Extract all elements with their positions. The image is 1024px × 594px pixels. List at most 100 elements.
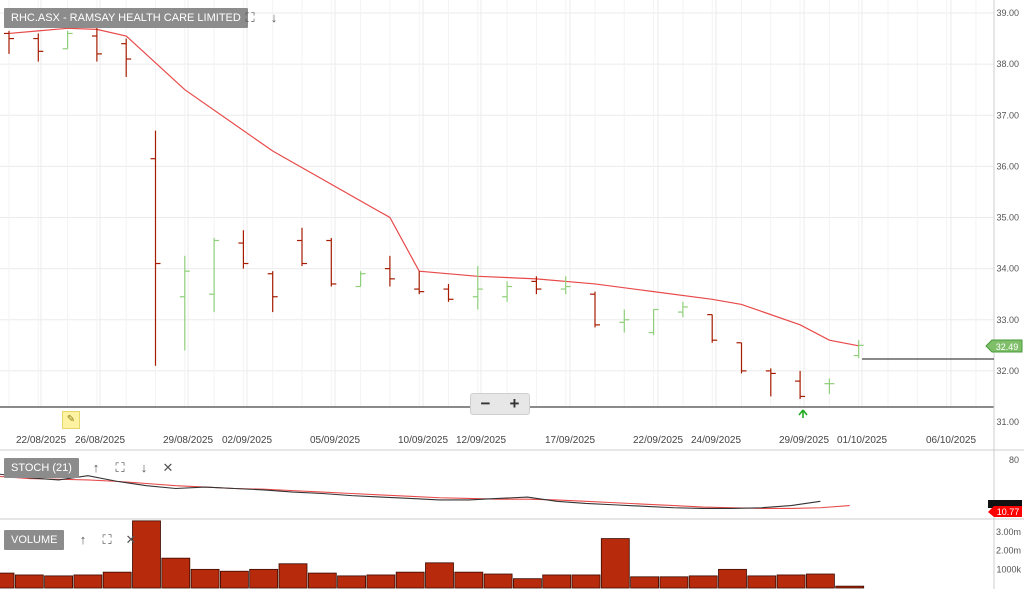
buy-signal-arrow (798, 409, 808, 418)
ohlc-bar (33, 33, 44, 62)
expand-icon[interactable]: ⛶ (115, 460, 125, 475)
ohlc-bar (267, 271, 278, 313)
ohlc-bar (150, 130, 161, 366)
stoch-d-line (0, 475, 850, 510)
expand-icon[interactable]: ⛶ (102, 532, 112, 547)
volume-bar (835, 585, 865, 589)
volume-bar (513, 578, 542, 589)
x-tick-label: 22/09/2025 (633, 435, 683, 446)
ohlc-bar (326, 237, 337, 287)
volume-bar (278, 563, 308, 589)
ohlc-bar (765, 368, 776, 397)
close-icon[interactable]: ✕ (162, 460, 174, 475)
x-tick-label: 26/08/2025 (75, 435, 125, 446)
volume-bar (366, 574, 396, 589)
x-tick-label: 22/08/2025 (16, 435, 66, 446)
expand-icon[interactable]: ⛶ (245, 10, 255, 25)
stoch-value-label: 10.77 (988, 500, 1022, 517)
arrow-down-icon[interactable]: ↓ (270, 10, 278, 25)
ohlc-bar (736, 342, 747, 374)
stoch-layer: 80 (0, 455, 1019, 510)
volume-bar (307, 572, 337, 589)
volume-bar (219, 570, 249, 589)
volume-bar (454, 571, 484, 589)
moving-average-layer (8, 27, 859, 347)
volume-bar (542, 574, 572, 589)
last-price-marker (985, 339, 1023, 353)
x-tick-label: 29/08/2025 (163, 435, 213, 446)
price-tick-label: 34.00 (996, 264, 1019, 274)
stoch-panel-tag[interactable]: STOCH (21) (4, 458, 79, 478)
ohlc-bar (795, 370, 806, 399)
price-tick-label: 35.00 (996, 213, 1019, 223)
volume-bar (776, 574, 806, 589)
volume-bar (659, 576, 689, 589)
ohlc-bar (648, 308, 659, 336)
pencil-icon[interactable]: ✎ (62, 411, 80, 429)
stoch-value: 10.77 (997, 507, 1020, 517)
ohlc-bar (414, 271, 425, 295)
x-tick-label: 01/10/2025 (837, 435, 887, 446)
volume-bar (571, 574, 601, 589)
volume-bar (747, 575, 777, 589)
close-icon[interactable]: ✕ (125, 532, 137, 547)
x-tick-label: 02/09/2025 (222, 435, 272, 446)
ohlc-bar (4, 30, 14, 54)
ohlc-bar (707, 314, 718, 343)
ohlc-bar (384, 255, 395, 287)
stoch-tick-label: 80 (1009, 455, 1019, 465)
last-price-label: 32.49 (985, 339, 1023, 353)
last-price-value: 32.49 (996, 342, 1019, 352)
x-tick-label: 29/09/2025 (779, 435, 829, 446)
stoch-value-black-marker (988, 500, 1022, 508)
price-tick-label: 36.00 (996, 161, 1019, 171)
price-panel-tag[interactable]: RHC.ASX - RAMSAY HEALTH CARE LIMITED (4, 8, 248, 28)
volume-tick-label: 3.00m (996, 527, 1021, 537)
price-tick-label: 37.00 (996, 110, 1019, 120)
volume-bar (806, 573, 835, 589)
price-tick-label: 38.00 (996, 59, 1019, 69)
ohlc-bar (238, 230, 249, 269)
ohlc-bar (355, 271, 366, 288)
ohlc-bar (209, 237, 220, 313)
volume-panel-tag[interactable]: VOLUME (4, 530, 65, 550)
ohlc-bar (619, 309, 630, 333)
ohlc-bar (853, 340, 864, 359)
x-tick-label: 05/09/2025 (310, 435, 360, 446)
zoom-controls: − + (470, 393, 530, 415)
arrow-up-icon[interactable]: ↑ (92, 460, 100, 475)
ohlc-bar (560, 276, 571, 295)
volume-bar (132, 520, 161, 589)
price-tick-label: 33.00 (996, 315, 1019, 325)
ohlc-bar (297, 227, 307, 267)
ohlc-bar (121, 38, 132, 77)
arrow-down-icon[interactable]: ↓ (140, 460, 148, 475)
volume-bar (73, 574, 103, 589)
price-tick-labels: 39.00 38.00 37.00 36.00 35.00 34.00 33.00 32.00… (996, 8, 1019, 427)
volume-bar (0, 572, 15, 589)
ohlc-bar (472, 266, 483, 310)
volume-bar (718, 568, 747, 589)
arrow-up-icon[interactable]: ↑ (79, 532, 87, 547)
zoom-out-icon[interactable]: − (480, 394, 491, 413)
x-tick-labels: 22/08/2025 26/08/2025 29/08/2025 02/09/2025… (16, 435, 976, 446)
ohlc-bar (91, 25, 102, 62)
buy-arrow-icon (798, 409, 808, 418)
volume-bar (395, 571, 425, 589)
stoch-value-marker (988, 506, 1022, 517)
volume-bar (102, 571, 132, 589)
ohlc-bar (443, 283, 454, 302)
volume-bar (630, 576, 659, 589)
volume-bar (190, 568, 220, 589)
volume-bar (14, 574, 44, 589)
moving-average-line (8, 27, 859, 347)
x-tick-label: 24/09/2025 (691, 435, 741, 446)
ohlc-bar (590, 291, 600, 328)
zoom-in-icon[interactable]: + (509, 394, 520, 413)
ohlc-bar (824, 378, 835, 394)
ohlc-bar (677, 301, 688, 318)
ohlc-bar (502, 281, 513, 302)
